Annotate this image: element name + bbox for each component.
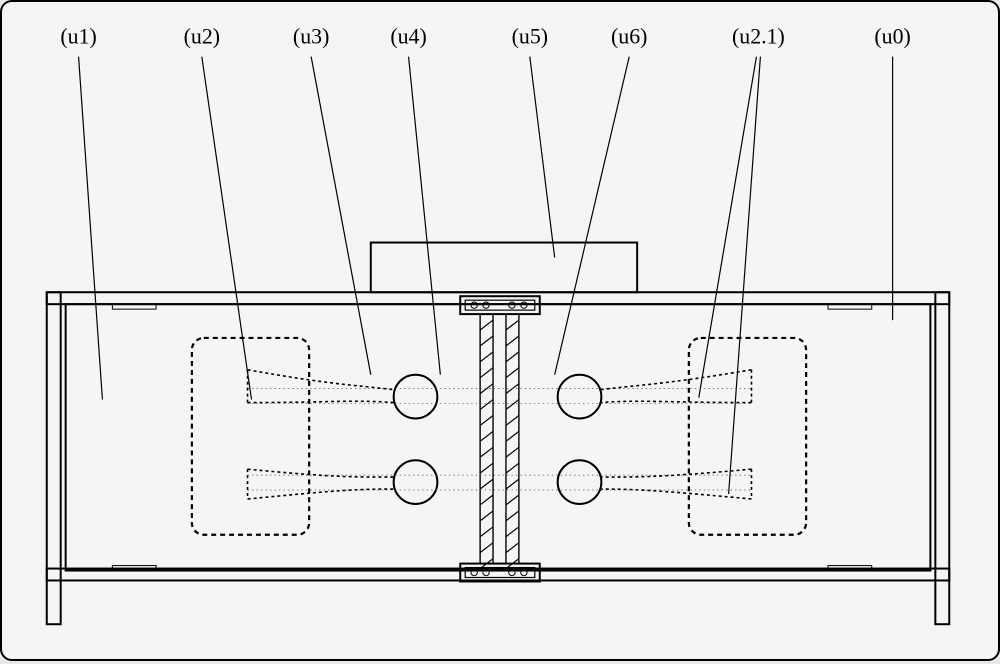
diagram-frame: (u1) (u2) (u3) (u4) (u5) (u6) (u2.1) (u0) (0, 0, 1000, 661)
outer-left-leg (47, 292, 61, 624)
connector-right-1 (601, 401, 751, 402)
circle-1 (558, 375, 602, 419)
label-u3: (u3) (293, 25, 329, 49)
leader-u6 (555, 57, 630, 375)
vhatch-mark (506, 543, 519, 553)
dashed-box-right (689, 338, 806, 535)
connector-right-2 (601, 469, 751, 477)
dashed-box-left (192, 338, 309, 535)
diagram-svg: (u1) (u2) (u3) (u4) (u5) (u6) (u2.1) (u0) (2, 2, 998, 659)
vhatch-mark (480, 463, 493, 473)
label-u1: (u1) (60, 25, 96, 49)
vhatch-mark (506, 479, 519, 489)
label-u6: (u6) (611, 25, 647, 49)
connector-left-2 (248, 469, 394, 477)
vhatch-mark (480, 431, 493, 441)
vhatch-mark (480, 415, 493, 425)
vhatch-mark (506, 527, 519, 537)
vhatch-mark (506, 400, 519, 410)
vhatch-mark (480, 336, 493, 346)
vhatch-mark (480, 511, 493, 521)
vhatch-mark (506, 415, 519, 425)
vhatch-mark (480, 368, 493, 378)
outer-top-rail (47, 292, 950, 304)
connector-left-0 (248, 370, 394, 390)
label-u5: (u5) (512, 25, 548, 49)
connector-right-0 (601, 370, 751, 390)
leader-u1 (79, 57, 103, 400)
circle-0 (394, 375, 438, 419)
label-u4: (u4) (390, 25, 426, 49)
circle-3 (558, 460, 602, 504)
vhatch-mark (480, 384, 493, 394)
vhatch-mark (480, 447, 493, 457)
vhatch-mark (480, 320, 493, 330)
vhatch-mark (506, 320, 519, 330)
vhatch-mark (506, 368, 519, 378)
vhatch-mark (506, 447, 519, 457)
vhatch-mark (480, 543, 493, 553)
label-u2: (u2) (184, 25, 220, 49)
vhatch-mark (480, 400, 493, 410)
outer-right-leg (935, 292, 949, 624)
vhatch-mark (480, 495, 493, 505)
label-u2_1: (u2.1) (732, 25, 785, 49)
connector-left-3 (248, 489, 394, 499)
vhatch-mark (506, 336, 519, 346)
vhatch-mark (506, 495, 519, 505)
label-u0: (u0) (874, 25, 910, 49)
vhatch-mark (480, 527, 493, 537)
leader-u2 (202, 57, 252, 400)
connector-left-1 (248, 401, 394, 402)
leader-u5 (530, 57, 555, 258)
vhatch-mark (480, 352, 493, 362)
vhatch-mark (480, 479, 493, 489)
vhatch-mark (506, 431, 519, 441)
leader-u3 (311, 57, 371, 375)
circle-2 (394, 460, 438, 504)
top-box-u5 (371, 243, 637, 293)
center-bracket-bot (460, 564, 540, 582)
leader-u2_1 (729, 57, 761, 494)
vhatch-mark (506, 511, 519, 521)
vhatch-mark (506, 352, 519, 362)
leader-u4 (409, 57, 441, 375)
vhatch-mark (506, 463, 519, 473)
